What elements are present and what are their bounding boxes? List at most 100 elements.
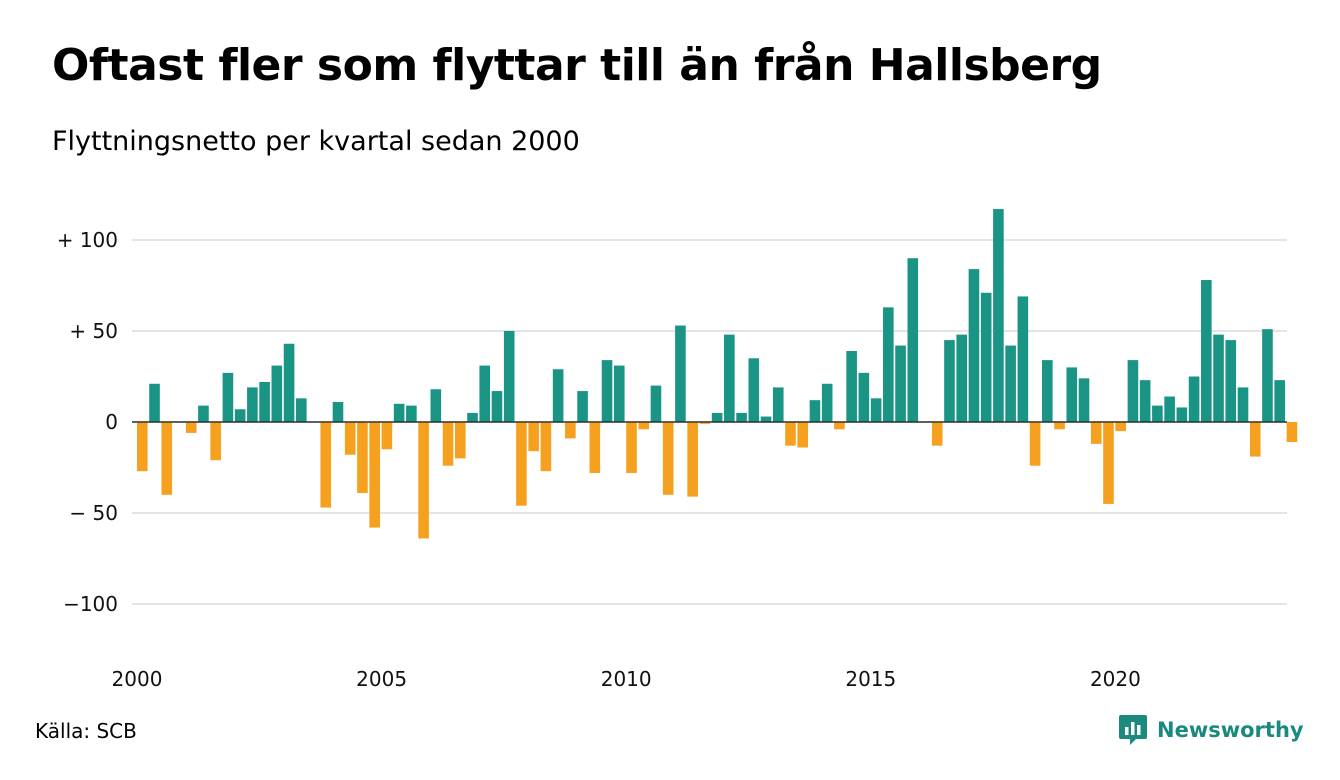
bar-2021-q2 — [1176, 407, 1188, 422]
y-tick-label: + 50 — [69, 319, 118, 343]
bar-2009-q2 — [589, 422, 601, 473]
bar-2020-q1 — [1115, 422, 1126, 432]
bar-2003-q1 — [283, 343, 295, 422]
bar-2015-q3 — [895, 345, 906, 422]
bar-2013-q3 — [797, 422, 809, 448]
bar-2022-q4 — [1249, 422, 1261, 457]
bar-2021-q1 — [1164, 396, 1175, 422]
bar-2012-q1 — [724, 334, 735, 422]
bar-2007-q3 — [503, 331, 515, 422]
bar-2001-q4 — [222, 372, 234, 422]
bar-2010-q1 — [626, 422, 637, 473]
bar-2021-q3 — [1188, 376, 1200, 422]
bar-2011-q3 — [699, 422, 711, 424]
bar-2015-q4 — [907, 258, 919, 422]
bar-2012-q2 — [736, 412, 747, 422]
newsworthy-logo: Newsworthy — [1118, 712, 1304, 748]
bar-2016-q2 — [931, 422, 943, 446]
bar-2001-q1 — [185, 422, 197, 433]
bar-2020-q4 — [1152, 405, 1163, 422]
bar-2019-q1 — [1066, 367, 1078, 422]
bar-2017-q3 — [993, 209, 1004, 422]
bar-2006-q3 — [454, 422, 466, 459]
bar-2018-q4 — [1054, 422, 1065, 430]
y-tick-label: − 50 — [69, 501, 118, 525]
bar-2013-q2 — [785, 422, 796, 446]
brand-name: Newsworthy — [1157, 718, 1304, 742]
bar-2011-q2 — [687, 422, 698, 497]
bar-2023-q2 — [1274, 380, 1285, 422]
bar-2013-q4 — [809, 400, 821, 422]
x-tick-label: 2005 — [356, 667, 407, 691]
bar-2018-q2 — [1029, 422, 1041, 466]
bar-2016-q4 — [956, 334, 968, 422]
y-tick-label: 0 — [105, 410, 118, 434]
bar-2009-q3 — [601, 360, 613, 422]
bar-2004-q1 — [332, 401, 344, 422]
bar-2009-q4 — [613, 365, 625, 422]
bar-2001-q2 — [198, 405, 209, 422]
bar-2005-q4 — [418, 422, 429, 539]
bar-2000-q2 — [149, 383, 160, 422]
bar-2019-q4 — [1103, 422, 1114, 504]
chart-subtitle: Flyttningsnetto per kvartal sedan 2000 — [52, 126, 580, 157]
bar-2017-q2 — [980, 292, 992, 422]
bar-2017-q1 — [968, 269, 980, 422]
bar-2010-q2 — [638, 422, 650, 430]
bar-2014-q2 — [834, 422, 845, 430]
bar-2020-q2 — [1127, 360, 1139, 422]
y-tick-label: + 100 — [57, 228, 118, 252]
newsworthy-icon — [1119, 715, 1147, 745]
bar-2006-q1 — [430, 389, 442, 422]
bar-2002-q2 — [247, 387, 258, 422]
bar-2004-q4 — [369, 422, 380, 528]
bar-2012-q3 — [748, 358, 760, 422]
bar-2011-q4 — [711, 412, 723, 422]
bar-2008-q3 — [552, 369, 564, 422]
bar-2010-q3 — [650, 385, 662, 422]
bar-2022-q1 — [1213, 334, 1224, 422]
bar-2008-q1 — [528, 422, 539, 452]
bar-2016-q3 — [944, 340, 955, 422]
bar-2001-q3 — [210, 422, 221, 461]
bar-2002-q4 — [271, 365, 283, 422]
x-tick-label: 2000 — [112, 667, 163, 691]
bar-2014-q3 — [846, 351, 857, 422]
bar-2017-q4 — [1005, 345, 1016, 422]
y-tick-label: −100 — [63, 592, 118, 616]
bar-2015-q1 — [870, 398, 882, 422]
bar-2018-q1 — [1017, 296, 1029, 422]
bar-2005-q3 — [406, 405, 417, 422]
bar-2002-q1 — [234, 409, 246, 422]
bar-chart: + 100 + 50 0 − 50 −100 2000 2005 2010 2015 2020 — [57, 209, 1298, 691]
bar-2007-q2 — [491, 391, 503, 422]
bar-2000-q3 — [161, 422, 173, 495]
bar-2008-q2 — [540, 422, 552, 472]
bar-2008-q4 — [565, 422, 576, 439]
x-tick-label: 2020 — [1090, 667, 1141, 691]
bar-2022-q3 — [1237, 387, 1249, 422]
bar-2021-q4 — [1201, 280, 1212, 422]
bar-2013-q1 — [772, 387, 784, 422]
bar-2011-q1 — [675, 325, 686, 422]
bar-2007-q4 — [516, 422, 527, 506]
bar-2009-q1 — [577, 391, 588, 422]
bar-2014-q4 — [858, 372, 870, 422]
bar-2005-q1 — [381, 422, 393, 450]
bar-2019-q2 — [1078, 378, 1090, 422]
bar-2022-q2 — [1225, 340, 1237, 422]
bar-2004-q3 — [357, 422, 368, 493]
bar-2005-q2 — [393, 403, 405, 422]
bar-2002-q3 — [259, 381, 270, 422]
bar-2006-q2 — [442, 422, 454, 466]
bar-2018-q3 — [1042, 360, 1053, 422]
bar-2015-q2 — [883, 307, 894, 422]
bar-2014-q1 — [821, 383, 833, 422]
bar-2003-q4 — [320, 422, 332, 508]
bar-2019-q3 — [1090, 422, 1102, 444]
x-tick-label: 2010 — [601, 667, 652, 691]
chart-title: Oftast fler som flyttar till än från Hal… — [52, 40, 1102, 91]
bar-2010-q4 — [662, 422, 674, 495]
bar-2000-q1 — [137, 422, 148, 472]
bar-2006-q4 — [467, 412, 478, 422]
